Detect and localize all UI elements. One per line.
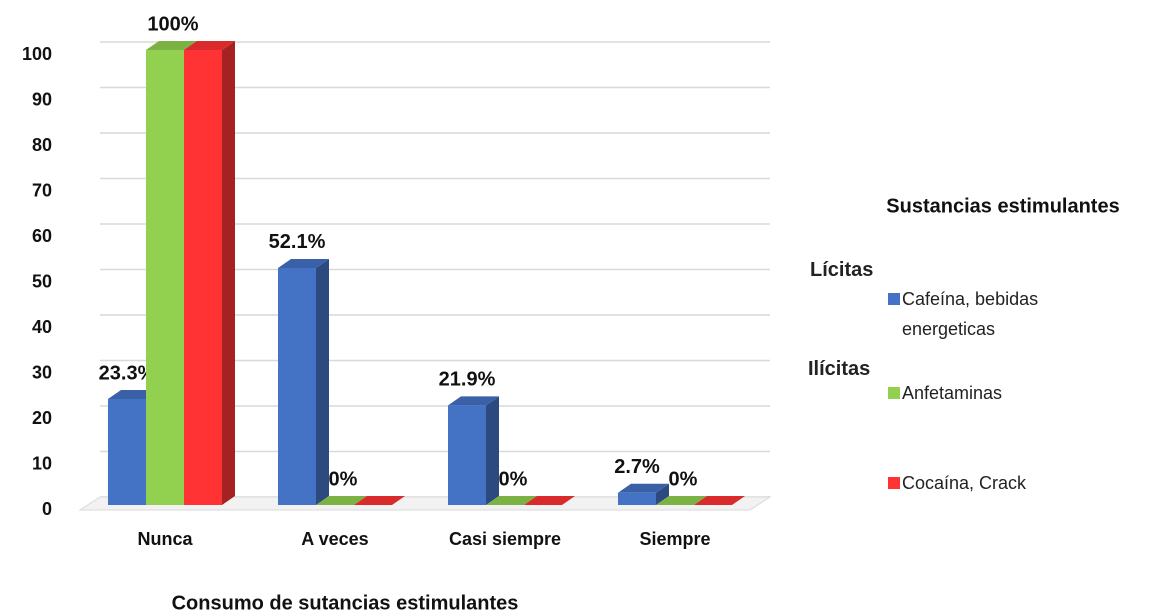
- data-label: 0%: [499, 468, 528, 490]
- bar-face: [524, 496, 575, 505]
- data-label: 100%: [147, 13, 198, 35]
- bar-face: [278, 267, 316, 505]
- legend-label: Cocaína, Crack: [902, 473, 1027, 493]
- bar-face: [618, 483, 669, 493]
- bar-face: [108, 398, 146, 505]
- bar: [316, 496, 367, 505]
- x-tick-label: Casi siempre: [449, 529, 561, 549]
- y-tick-label: 40: [32, 317, 52, 337]
- y-tick-label: 80: [32, 135, 52, 155]
- bar-face: [694, 496, 745, 505]
- bar-face: [146, 50, 184, 505]
- bar: [184, 41, 235, 505]
- bar-face: [656, 483, 669, 505]
- y-tick-label: 20: [32, 408, 52, 428]
- data-label: 0%: [669, 468, 698, 490]
- bar-face: [486, 496, 537, 505]
- y-tick-label: 0: [42, 499, 52, 519]
- bar-face: [222, 41, 235, 505]
- bar: [618, 483, 669, 505]
- legend-group: Ilícitas: [808, 358, 871, 380]
- legend-label: Anfetaminas: [902, 383, 1003, 403]
- x-tick-label: Siempre: [639, 529, 710, 549]
- legend-label: Cafeína, bebidas energeticas: [902, 289, 1039, 339]
- bar-face: [278, 258, 329, 268]
- legend-group: Lícitas: [810, 259, 874, 281]
- x-axis-title: Consumo de sutancias estimulantes: [172, 592, 519, 614]
- data-label: 23.3%: [99, 362, 156, 384]
- y-tick-label: 90: [32, 89, 52, 109]
- legend-swatch: [888, 387, 900, 399]
- bar-face: [184, 50, 222, 505]
- bar-face: [656, 496, 707, 505]
- bar-face: [618, 492, 656, 505]
- bar-face: [486, 396, 499, 505]
- bar-face: [184, 41, 235, 50]
- bar-face: [354, 496, 405, 505]
- bar: [524, 496, 575, 505]
- y-tick-label: 70: [32, 180, 52, 200]
- bar: [694, 496, 745, 505]
- y-tick-label: 60: [32, 226, 52, 246]
- x-tick-label: Nunca: [137, 529, 193, 549]
- bar: [278, 258, 329, 505]
- y-tick-label: 100: [22, 44, 52, 64]
- floor: [78, 496, 772, 511]
- bar-face: [448, 396, 499, 406]
- bar: [354, 496, 405, 505]
- legend-title: Sustancias estimulantes: [886, 195, 1119, 217]
- bar: [486, 496, 537, 505]
- legend-swatch: [888, 293, 900, 305]
- data-label: 52.1%: [269, 231, 326, 253]
- y-tick-label: 10: [32, 453, 52, 473]
- data-label: 21.9%: [439, 369, 496, 391]
- bar: [656, 496, 707, 505]
- x-tick-label: A veces: [301, 529, 368, 549]
- bar-face: [316, 496, 367, 505]
- legend-swatch: [888, 477, 900, 489]
- bar-face: [146, 41, 197, 50]
- bar: [448, 396, 499, 505]
- y-tick-label: 50: [32, 271, 52, 291]
- bar-face: [448, 405, 486, 505]
- data-label: 2.7%: [614, 456, 660, 478]
- bar-face: [316, 258, 329, 505]
- data-label: 0%: [329, 468, 358, 490]
- y-tick-label: 30: [32, 362, 52, 382]
